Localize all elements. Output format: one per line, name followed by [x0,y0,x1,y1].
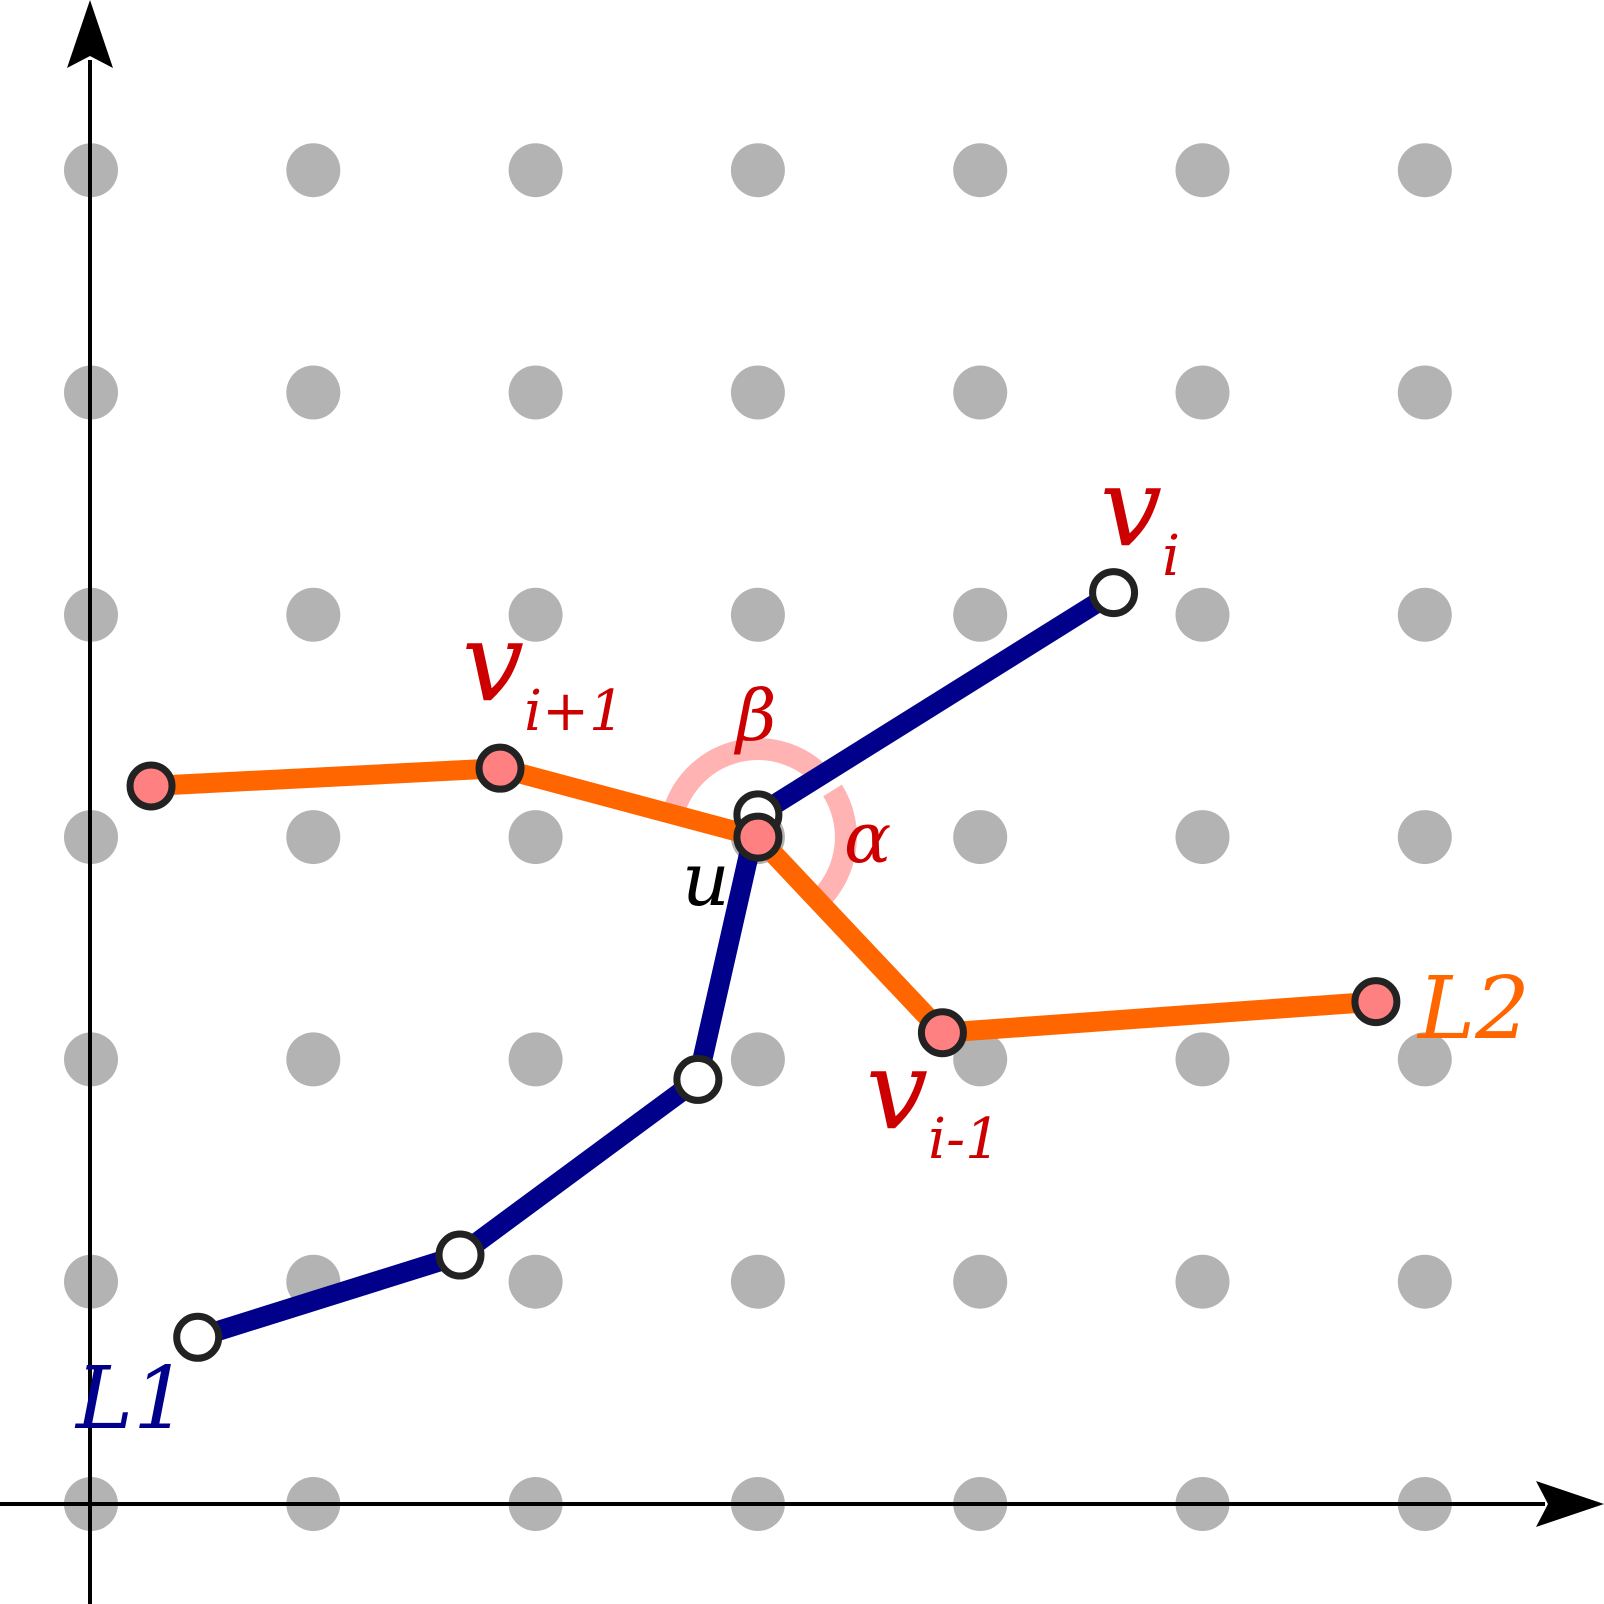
label-v-i-plus-1: vi+1 [462,598,625,744]
grid-dot [508,1254,563,1309]
l2-vertex [917,1008,967,1058]
labels: L1 L2 u α β vi vi+1 vi-1 [74,443,1530,1449]
l2-vertex [126,761,176,811]
grid-dot [1175,365,1230,420]
grid-dot [953,1032,1008,1087]
label-L1: L1 [74,1349,188,1449]
grid-dot [953,1254,1008,1309]
label-v-i: vi [1100,443,1180,589]
polyline-vertices [126,568,1401,1362]
grid-dot [1175,810,1230,865]
l1-vertex [173,1312,223,1362]
grid-dot [286,143,341,198]
grid-dot [953,587,1008,642]
l1-vertex [435,1230,485,1280]
grid-dot [1175,143,1230,198]
grid-dot [953,143,1008,198]
grid-dot [508,587,563,642]
label-beta: β [733,675,776,757]
grid-dot [730,143,785,198]
grid-dot [1175,587,1230,642]
l1-vertex [673,1054,723,1104]
grid-dot [1397,1032,1452,1087]
y-axis-arrowhead [67,0,113,68]
l2-vertex [733,812,783,862]
grid-dot [1397,587,1452,642]
x-axis-arrowhead [1536,1481,1604,1527]
grid-dot [1397,810,1452,865]
label-v-i-minus-1: vi-1 [866,1026,1001,1172]
grid-dot [286,810,341,865]
grid-dot [953,810,1008,865]
grid-dot [730,1254,785,1309]
label-u: u [682,837,730,923]
grid-dot [508,1032,563,1087]
l1-vertex [1089,568,1139,618]
grid-dot [1397,365,1452,420]
label-L2: L2 [1416,959,1530,1059]
grid-dot [286,1032,341,1087]
grid-dot [730,1032,785,1087]
grid-dot [730,365,785,420]
angle-arcs [664,738,857,908]
beta-angle-arc [664,738,828,812]
grid-dot [730,587,785,642]
grid-dot [1175,1032,1230,1087]
grid-dot [953,365,1008,420]
grid-dot [286,587,341,642]
alpha-angle-arc [812,784,857,908]
grid-dot [508,143,563,198]
grid-dot [1397,1254,1452,1309]
grid-dot [508,810,563,865]
grid-dot [1397,143,1452,198]
polyline-l1 [194,584,1119,1347]
label-alpha: α [844,797,891,879]
grid-dot [286,365,341,420]
l2-vertex [1351,977,1401,1027]
l2-vertex [475,743,525,793]
grid-dot [1175,1254,1230,1309]
grid-dot [508,365,563,420]
